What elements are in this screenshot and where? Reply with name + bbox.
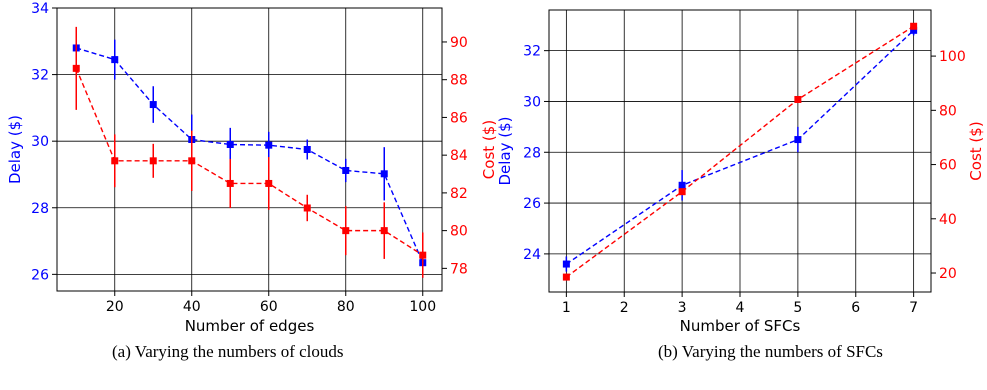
y-right-tick-label: 80 bbox=[939, 103, 957, 119]
data-point bbox=[111, 157, 119, 165]
plot-frame bbox=[56, 7, 443, 292]
y-right-axis-label: Cost ($) bbox=[967, 121, 985, 180]
y-left-tick-label: 30 bbox=[31, 134, 49, 150]
x-tick-label: 5 bbox=[793, 300, 802, 316]
data-point bbox=[910, 22, 918, 30]
y-left-axis-label: Delay ($) bbox=[496, 116, 514, 185]
y-right-tick-label: 82 bbox=[450, 186, 468, 202]
x-axis-label: Number of edges bbox=[185, 317, 315, 335]
data-point bbox=[678, 188, 686, 196]
x-axis-label: Number of SFCs bbox=[680, 317, 801, 335]
series-line-left bbox=[76, 47, 424, 263]
y-right-tick-label: 20 bbox=[939, 266, 957, 282]
y-right-tick-label: 84 bbox=[450, 148, 468, 164]
data-point bbox=[380, 227, 388, 235]
data-point bbox=[149, 101, 157, 109]
y-left-tick-label: 26 bbox=[31, 267, 49, 283]
x-tick-label: 4 bbox=[736, 300, 745, 316]
data-point bbox=[265, 179, 273, 187]
y-right-axis-label: Cost ($) bbox=[480, 120, 498, 179]
x-tick-label: 100 bbox=[409, 299, 436, 315]
series-line-right bbox=[565, 25, 915, 278]
data-point bbox=[226, 179, 234, 187]
figure: 20 40 60 80 100262830323478808284868890Numbe… bbox=[6, 1, 985, 335]
x-tick-label: 1 bbox=[562, 300, 571, 316]
y-left-tick-label: 30 bbox=[523, 94, 541, 110]
caption-a: (a) Varying the numbers of clouds bbox=[112, 342, 344, 361]
data-point bbox=[188, 157, 196, 165]
y-right-tick-label: 90 bbox=[450, 35, 468, 51]
x-tick-label: 40 bbox=[183, 299, 201, 315]
chart-panel-2: 1 2 3 4 5 6 7 24 26 28 30 32 20 40 60 80 100 Number of SF… bbox=[496, 9, 985, 335]
x-tick-label: 80 bbox=[337, 299, 355, 315]
y-left-tick-label: 24 bbox=[523, 247, 541, 263]
x-tick-label: 2 bbox=[620, 300, 629, 316]
y-right-tick-label: 100 bbox=[939, 49, 966, 65]
data-point bbox=[794, 95, 802, 103]
data-point bbox=[678, 181, 686, 189]
y-right-tick-label: 88 bbox=[450, 73, 468, 89]
y-left-tick-label: 28 bbox=[31, 201, 49, 217]
series-line-left bbox=[565, 29, 915, 265]
x-tick-label: 7 bbox=[909, 300, 918, 316]
y-left-tick-label: 32 bbox=[523, 44, 541, 60]
data-point bbox=[419, 251, 427, 259]
y-left-axis-label: Delay ($) bbox=[6, 115, 24, 184]
data-point bbox=[562, 260, 570, 268]
data-point bbox=[226, 141, 234, 149]
series-line-right bbox=[75, 68, 424, 256]
data-point bbox=[265, 141, 273, 149]
plot-frame bbox=[548, 9, 932, 293]
y-left-tick-label: 32 bbox=[31, 68, 49, 84]
y-left-tick-label: 26 bbox=[523, 196, 541, 212]
data-point bbox=[342, 227, 350, 235]
data-point bbox=[562, 273, 570, 281]
y-right-tick-label: 40 bbox=[939, 212, 957, 228]
y-left-tick-label: 28 bbox=[523, 145, 541, 161]
data-point bbox=[380, 170, 388, 178]
y-right-tick-label: 78 bbox=[450, 261, 468, 277]
x-tick-label: 20 bbox=[106, 299, 124, 315]
caption-b: (b) Varying the numbers of SFCs bbox=[658, 342, 883, 361]
x-tick-label: 3 bbox=[678, 300, 687, 316]
data-point bbox=[342, 166, 350, 174]
y-left-tick-label: 34 bbox=[31, 1, 49, 17]
chart-panel-1: 20 40 60 80 100 26 28 30 32 34 78 80 82 84 86 88 90 Numbe… bbox=[6, 1, 498, 335]
data-point bbox=[303, 146, 311, 153]
data-point bbox=[72, 64, 80, 72]
data-point bbox=[149, 157, 157, 165]
y-right-tick-label: 60 bbox=[939, 158, 957, 174]
data-point bbox=[794, 136, 802, 144]
data-point bbox=[910, 26, 918, 34]
data-point bbox=[303, 204, 311, 212]
x-tick-label: 6 bbox=[851, 300, 860, 316]
x-tick-label: 60 bbox=[260, 299, 278, 315]
y-right-tick-label: 80 bbox=[450, 224, 468, 240]
y-right-tick-label: 86 bbox=[450, 110, 468, 126]
data-point bbox=[111, 56, 119, 64]
